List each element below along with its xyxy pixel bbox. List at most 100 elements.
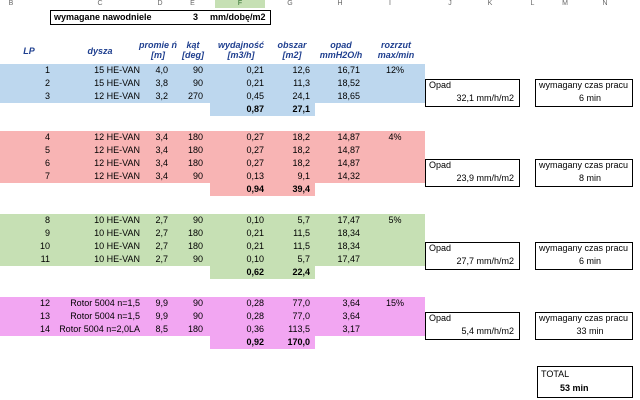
cell-lp[interactable]: 14: [39, 324, 50, 334]
cell-obszar[interactable]: 77,0: [292, 311, 310, 321]
column-header-k[interactable]: K: [487, 0, 493, 7]
cell-dysza[interactable]: 10 HE-VAN: [94, 215, 140, 225]
cell-lp[interactable]: 4: [44, 132, 50, 142]
cell-kat[interactable]: 180: [187, 158, 203, 168]
cell-dysza[interactable]: 12 HE-VAN: [94, 91, 140, 101]
sum-wydajnosc[interactable]: 0,94: [246, 184, 264, 194]
cell-opad[interactable]: 14,87: [337, 145, 360, 155]
cell-kat[interactable]: 90: [192, 298, 203, 308]
cell-wydajnosc[interactable]: 0,10: [246, 215, 264, 225]
cell-obszar[interactable]: 18,2: [292, 145, 310, 155]
column-header-n[interactable]: N: [602, 0, 608, 7]
cell-obszar[interactable]: 11,5: [293, 228, 310, 238]
column-header-j[interactable]: J: [448, 0, 452, 7]
cell-obszar[interactable]: 113,5: [288, 324, 310, 334]
cell-lp[interactable]: 8: [44, 215, 50, 225]
column-header-b[interactable]: B: [8, 0, 14, 7]
cell-lp[interactable]: 5: [44, 145, 50, 155]
cell-promien[interactable]: 9,9: [155, 298, 168, 308]
cell-wydajnosc[interactable]: 0,21: [246, 65, 264, 75]
cell-rozrzut[interactable]: 15%: [385, 298, 404, 308]
cell-wydajnosc[interactable]: 0,27: [246, 132, 264, 142]
cell-rozrzut[interactable]: 5%: [388, 215, 402, 225]
cell-promien[interactable]: 2,7: [155, 215, 168, 225]
sum-obszar[interactable]: 22,4: [292, 267, 310, 277]
cell-dysza[interactable]: 12 HE-VAN: [94, 132, 140, 142]
cell-kat[interactable]: 90: [192, 215, 203, 225]
cell-kat[interactable]: 90: [192, 78, 203, 88]
cell-dysza[interactable]: 15 HE-VAN: [94, 78, 140, 88]
cell-wydajnosc[interactable]: 0,21: [246, 228, 264, 238]
opad-value[interactable]: 32,1 mm/h/m2: [456, 93, 514, 103]
column-header-m[interactable]: M: [562, 0, 568, 7]
cell-kat[interactable]: 180: [187, 132, 203, 142]
czas-value[interactable]: 33 min: [576, 326, 604, 336]
cell-promien[interactable]: 2,7: [155, 228, 168, 238]
column-header-g[interactable]: G: [287, 0, 293, 7]
cell-kat[interactable]: 180: [187, 228, 203, 238]
sum-obszar[interactable]: 170,0: [287, 337, 310, 347]
sum-obszar[interactable]: 27,1: [292, 104, 310, 114]
czas-value[interactable]: 8 min: [578, 173, 601, 183]
cell-obszar[interactable]: 11,3: [293, 78, 310, 88]
cell-lp[interactable]: 3: [44, 91, 50, 101]
cell-kat[interactable]: 180: [187, 145, 203, 155]
cell-dysza[interactable]: 15 HE-VAN: [94, 65, 140, 75]
cell-opad[interactable]: 17,47: [337, 215, 360, 225]
cell-dysza[interactable]: Rotor 5004 n=1,5: [70, 311, 140, 321]
cell-wydajnosc[interactable]: 0,27: [246, 145, 264, 155]
opad-value[interactable]: 5,4 mm/h/m2: [461, 326, 514, 336]
cell-opad[interactable]: 14,87: [337, 132, 360, 142]
column-header-i[interactable]: I: [389, 0, 391, 7]
cell-opad[interactable]: 18,52: [337, 78, 360, 88]
cell-promien[interactable]: 3,2: [155, 91, 168, 101]
cell-lp[interactable]: 9: [44, 228, 50, 238]
czas-value[interactable]: 6 min: [578, 93, 601, 103]
cell-wydajnosc[interactable]: 0,28: [246, 298, 264, 308]
cell-promien[interactable]: 3,4: [155, 145, 168, 155]
cell-wydajnosc[interactable]: 0,21: [246, 78, 264, 88]
cell-lp[interactable]: 12: [39, 298, 50, 308]
cell-kat[interactable]: 90: [192, 254, 203, 264]
cell-opad[interactable]: 3,64: [342, 311, 360, 321]
cell-promien[interactable]: 3,4: [155, 158, 168, 168]
cell-opad[interactable]: 17,47: [337, 254, 360, 264]
cell-lp[interactable]: 11: [40, 254, 50, 264]
cell-wydajnosc[interactable]: 0,10: [246, 254, 264, 264]
cell-kat[interactable]: 180: [187, 324, 203, 334]
cell-dysza[interactable]: 10 HE-VAN: [94, 241, 140, 251]
cell-promien[interactable]: 3,8: [155, 78, 168, 88]
cell-promien[interactable]: 4,0: [155, 65, 168, 75]
opad-value[interactable]: 27,7 mm/h/m2: [456, 256, 514, 266]
cell-obszar[interactable]: 18,2: [292, 158, 310, 168]
total-value[interactable]: 53 min: [560, 383, 589, 393]
cell-dysza[interactable]: Rotor 5004 n=1,5: [70, 298, 140, 308]
czas-value[interactable]: 6 min: [578, 256, 601, 266]
sum-wydajnosc[interactable]: 0,92: [246, 337, 264, 347]
column-header-f[interactable]: F: [215, 0, 265, 8]
cell-opad[interactable]: 14,32: [337, 171, 360, 181]
sum-wydajnosc[interactable]: 0,62: [246, 267, 264, 277]
cell-wydajnosc[interactable]: 0,28: [246, 311, 264, 321]
cell-obszar[interactable]: 5,7: [297, 254, 310, 264]
cell-dysza[interactable]: 12 HE-VAN: [94, 158, 140, 168]
cell-opad[interactable]: 3,64: [342, 298, 360, 308]
cell-dysza[interactable]: Rotor 5004 n=2,0LA: [59, 324, 140, 334]
column-header-l[interactable]: L: [530, 0, 535, 7]
cell-kat[interactable]: 90: [192, 65, 203, 75]
cell-wydajnosc[interactable]: 0,45: [246, 91, 264, 101]
cell-obszar[interactable]: 18,2: [292, 132, 310, 142]
cell-lp[interactable]: 13: [39, 311, 50, 321]
cell-promien[interactable]: 8,5: [155, 324, 168, 334]
cell-opad[interactable]: 3,17: [342, 324, 360, 334]
cell-obszar[interactable]: 24,1: [292, 91, 310, 101]
cell-lp[interactable]: 7: [44, 171, 50, 181]
column-header-h[interactable]: H: [337, 0, 343, 7]
cell-promien[interactable]: 2,7: [155, 241, 168, 251]
column-header-c[interactable]: C: [97, 0, 103, 7]
cell-wydajnosc[interactable]: 0,36: [246, 324, 264, 334]
cell-dysza[interactable]: 10 HE-VAN: [94, 254, 140, 264]
opad-value[interactable]: 23,9 mm/h/m2: [456, 173, 514, 183]
cell-kat[interactable]: 90: [192, 311, 203, 321]
